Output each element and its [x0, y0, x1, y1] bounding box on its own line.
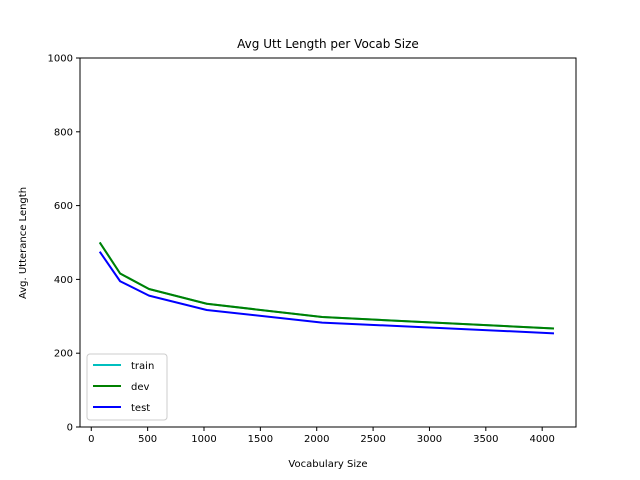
y-tick-label: 600: [54, 201, 73, 212]
chart-title: Avg Utt Length per Vocab Size: [237, 37, 419, 51]
x-tick-label: 3000: [417, 434, 442, 445]
y-axis: 0 200 400 600 800 1000: [48, 54, 80, 434]
legend-label-dev: dev: [131, 382, 150, 393]
x-axis: 0 500 1000 1500 2000 2500 3000 3500 4000: [88, 427, 555, 445]
y-tick-label: 800: [54, 127, 73, 138]
legend-label-train: train: [131, 361, 154, 372]
y-tick-label: 400: [54, 275, 73, 286]
x-tick-label: 4000: [529, 434, 554, 445]
legend-label-test: test: [131, 403, 150, 414]
x-tick-label: 500: [138, 434, 157, 445]
x-tick-label: 2500: [360, 434, 385, 445]
y-tick-label: 1000: [48, 54, 73, 65]
series-line-dev: [98, 241, 555, 330]
y-tick-label: 0: [67, 423, 73, 434]
series-line-test: [98, 251, 555, 335]
legend: train dev test: [86, 353, 168, 421]
x-axis-title: Vocabulary Size: [288, 459, 367, 470]
series-layer: [98, 241, 555, 335]
x-tick-label: 2000: [304, 434, 329, 445]
x-tick-label: 0: [88, 434, 94, 445]
x-tick-label: 1000: [191, 434, 216, 445]
y-tick-label: 200: [54, 349, 73, 360]
x-tick-label: 3500: [473, 434, 498, 445]
legend-box: [86, 353, 168, 421]
plot-area-frame: [79, 57, 577, 428]
y-axis-title: Avg. Utterance Length: [18, 187, 29, 299]
x-tick-label: 1500: [248, 434, 273, 445]
